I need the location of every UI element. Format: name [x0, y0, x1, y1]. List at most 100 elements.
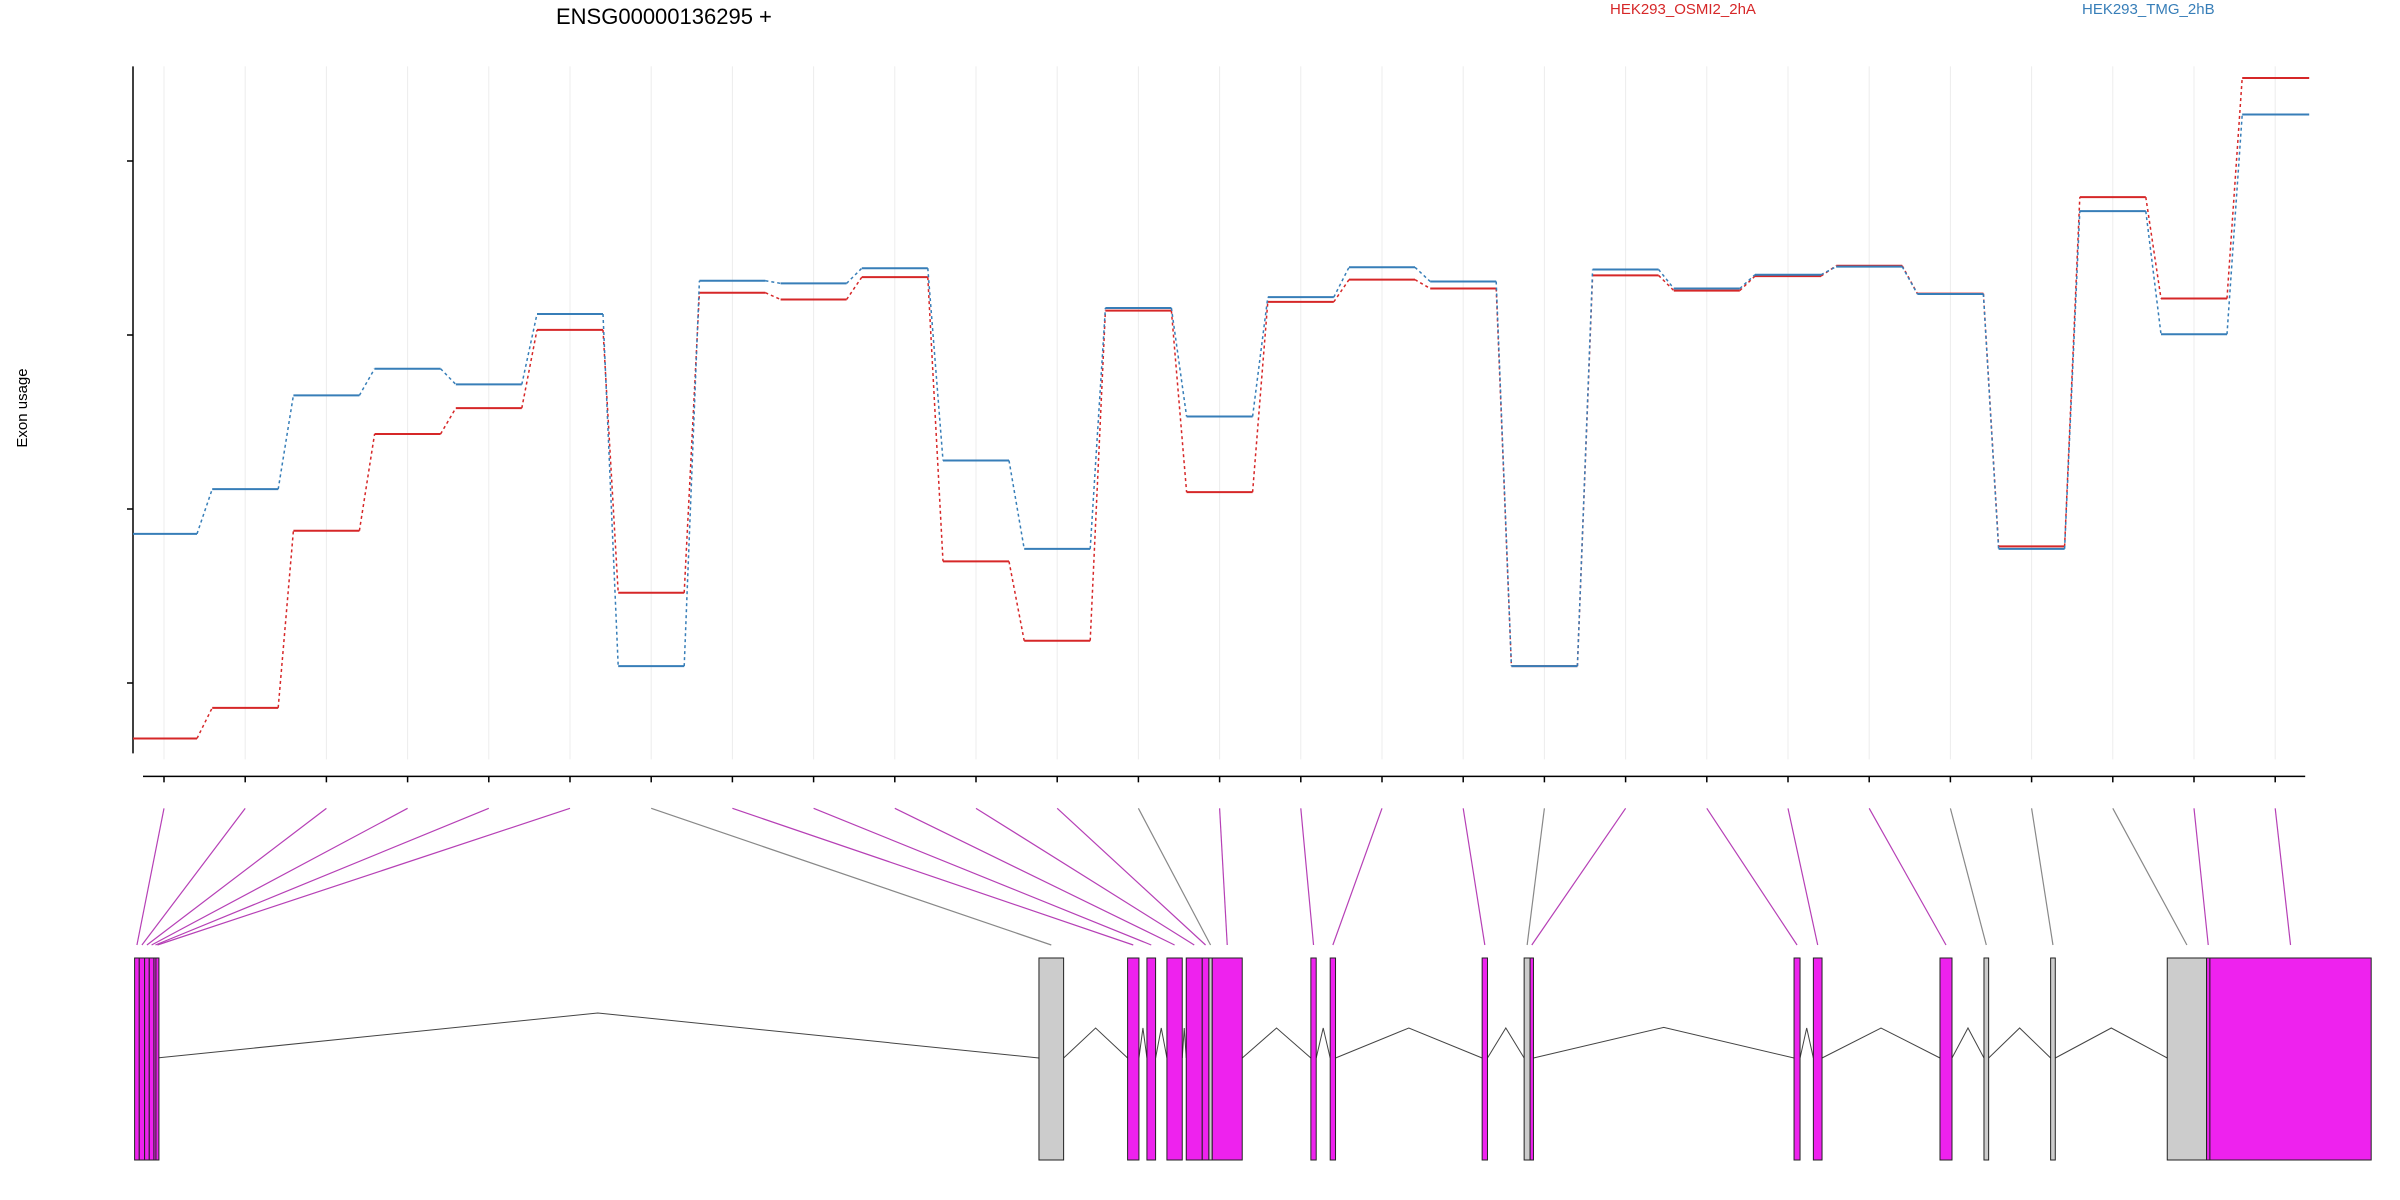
- series-1: [133, 76, 2310, 740]
- series-connector: [927, 277, 944, 562]
- gene-model: [134, 957, 2372, 1161]
- exon-mapping-line: [1706, 808, 1798, 946]
- exon-mapping-line: [2112, 808, 2188, 946]
- series-connector: [1820, 266, 1837, 276]
- series-connector: [1739, 274, 1756, 290]
- exon-mapping-line: [894, 807, 1175, 946]
- series-connector: [1901, 266, 1919, 295]
- exon-block: [1127, 957, 1140, 1161]
- series-connector: [2145, 211, 2162, 335]
- series-connector: [196, 707, 213, 739]
- exon-mapping-line: [2193, 808, 2209, 946]
- series-connector: [1251, 297, 1269, 417]
- series-connector: [1089, 307, 1107, 549]
- intron-line: [1951, 1026, 1985, 1059]
- intron-line: [2055, 1027, 2168, 1059]
- series-connector: [846, 267, 863, 284]
- series-connector: [683, 292, 701, 593]
- exon-mapping-line: [2031, 808, 2054, 946]
- legend-entry-osmi: HEK293_OSMI2_2hA: [1610, 1, 1756, 18]
- intron-line: [1138, 1027, 1148, 1059]
- series-connector: [2226, 77, 2243, 299]
- exon-block: [155, 957, 160, 1161]
- series-connector: [358, 433, 376, 531]
- exon-block: [1201, 957, 1210, 1161]
- series-connector: [1008, 561, 1025, 641]
- exon-mapping-line: [1949, 808, 1987, 946]
- intron-line: [1335, 1027, 1483, 1059]
- exon-mapping-line: [651, 807, 1052, 946]
- series-connector: [521, 329, 538, 409]
- exon-block: [2050, 957, 2056, 1161]
- series-connector: [440, 368, 457, 385]
- exon-block: [1166, 957, 1183, 1161]
- intron-line: [1155, 1027, 1168, 1059]
- exon-mapping-line: [146, 807, 327, 946]
- exon-mapping-line: [1868, 808, 1947, 946]
- exon-mapping-line: [136, 808, 165, 946]
- intron-line: [1821, 1027, 1941, 1059]
- series-connector: [602, 329, 619, 593]
- grid-lines: [163, 66, 2276, 760]
- series-connector: [845, 276, 863, 300]
- exon-mapping-line: [1526, 808, 1545, 946]
- series-connector: [2063, 197, 2081, 547]
- intron-line: [1315, 1027, 1331, 1059]
- intron-line: [1063, 1027, 1128, 1059]
- exon-block: [148, 957, 155, 1161]
- series-connector: [2226, 114, 2243, 335]
- exon-block: [1146, 957, 1157, 1161]
- series-connector: [765, 280, 781, 285]
- exon-block: [2166, 957, 2208, 1161]
- series-lines: [133, 76, 2310, 740]
- series-connector: [1658, 274, 1675, 292]
- exon-block: [2209, 957, 2372, 1161]
- series-connector: [1739, 275, 1756, 292]
- intron-line: [1487, 1027, 1525, 1059]
- exon-block: [144, 957, 150, 1161]
- series-connector: [1333, 279, 1350, 303]
- intron-line: [1533, 1026, 1795, 1059]
- series-connector: [277, 530, 295, 708]
- series-connector: [927, 268, 944, 461]
- series-connector: [1089, 310, 1107, 641]
- exon-block: [1038, 957, 1065, 1161]
- exon-block: [1983, 957, 1990, 1161]
- chart-title: ENSG00000136295 +: [556, 4, 772, 29]
- exon-block: [1481, 957, 1488, 1161]
- exon-mapping-line: [732, 807, 1134, 946]
- series-connector: [1495, 281, 1513, 667]
- exon-mapping-lines: [136, 807, 2292, 946]
- exon-block: [1939, 957, 1953, 1161]
- series-connector: [439, 407, 457, 435]
- series-connector: [2063, 211, 2081, 549]
- exon-block: [1310, 957, 1317, 1161]
- exon-mapping-line: [1531, 808, 1627, 946]
- exon-mapping-line: [1219, 808, 1228, 946]
- exon-mapping-line: [1300, 808, 1315, 946]
- exon-mapping-line: [151, 807, 408, 946]
- series-2: [133, 113, 2310, 668]
- series-connector: [1414, 279, 1431, 290]
- series-connector: [1170, 307, 1188, 417]
- series-connector: [1170, 310, 1188, 493]
- series-connector: [602, 313, 619, 667]
- series-connector: [1414, 266, 1431, 283]
- exon-block: [1185, 957, 1203, 1161]
- y-axis-label: Exon usage: [14, 368, 31, 447]
- series-connector: [1658, 269, 1675, 289]
- series-connector: [196, 488, 213, 535]
- series-connector: [277, 395, 295, 490]
- exon-mapping-line: [1462, 808, 1486, 946]
- exon-block: [134, 957, 140, 1161]
- exon-mapping-line: [155, 807, 490, 946]
- exon-mapping-line: [975, 807, 1195, 946]
- intron-line: [1988, 1027, 2051, 1059]
- series-connector: [1982, 293, 2000, 549]
- axes: [127, 66, 2306, 783]
- series-connector: [765, 292, 781, 301]
- intron-line: [1181, 1027, 1187, 1059]
- series-connector: [1251, 301, 1269, 493]
- series-connector: [1495, 288, 1513, 667]
